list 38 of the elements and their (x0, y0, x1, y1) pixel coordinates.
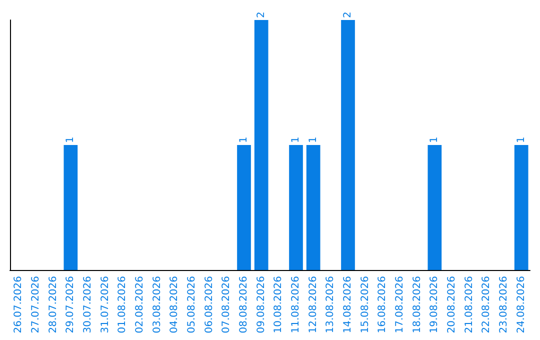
x-tick-label: 16.08.2026 (377, 276, 388, 334)
x-tick-label: 04.08.2026 (169, 276, 180, 334)
x-tick-label: 14.08.2026 (342, 276, 354, 334)
x-tick-label: 11.08.2026 (290, 276, 302, 334)
x-tick-label: 02.08.2026 (134, 276, 146, 334)
data-label: 1 (516, 136, 527, 143)
data-label: 1 (290, 136, 302, 143)
x-tick-label: 23.08.2026 (498, 276, 510, 334)
x-tick-label: 20.08.2026 (446, 276, 458, 334)
data-label: 1 (429, 136, 440, 143)
x-tick-label: 13.08.2026 (325, 276, 336, 334)
x-tick-label: 31.07.2026 (100, 276, 111, 334)
x-tick-label: 22.08.2026 (481, 276, 492, 334)
x-tick-label: 17.08.2026 (394, 276, 406, 334)
x-tick-label: 10.08.2026 (273, 276, 284, 334)
data-label: 1 (238, 136, 250, 143)
x-tick-label: 05.08.2026 (186, 276, 198, 334)
x-tick-label: 27.07.2026 (30, 276, 42, 334)
x-tick-label: 30.07.2026 (82, 276, 94, 334)
x-tick-label: 09.08.2026 (256, 276, 267, 334)
data-label: 2 (256, 12, 267, 18)
data-label: 2 (342, 12, 354, 18)
x-tick-label: 29.07.2026 (65, 276, 76, 334)
x-tick-label: 28.07.2026 (48, 276, 59, 334)
x-tick-label: 24.08.2026 (516, 276, 527, 334)
x-tick-label: 15.08.2026 (360, 276, 371, 334)
x-tick-label: 21.08.2026 (464, 276, 475, 334)
x-tick-label: 26.07.2026 (13, 276, 24, 334)
x-tick-label: 18.08.2026 (412, 276, 423, 334)
x-tick-label: 12.08.2026 (308, 276, 319, 334)
x-tick-label: 19.08.2026 (429, 276, 440, 334)
x-tick-label: 03.08.2026 (152, 276, 163, 334)
x-tick-label: 08.08.2026 (238, 276, 250, 334)
data-label: 1 (308, 136, 319, 143)
x-tick-label: 06.08.2026 (204, 276, 215, 334)
data-label: 1 (65, 136, 76, 143)
x-tick-label: 01.08.2026 (117, 276, 128, 334)
x-tick-label: 07.08.2026 (221, 276, 232, 334)
